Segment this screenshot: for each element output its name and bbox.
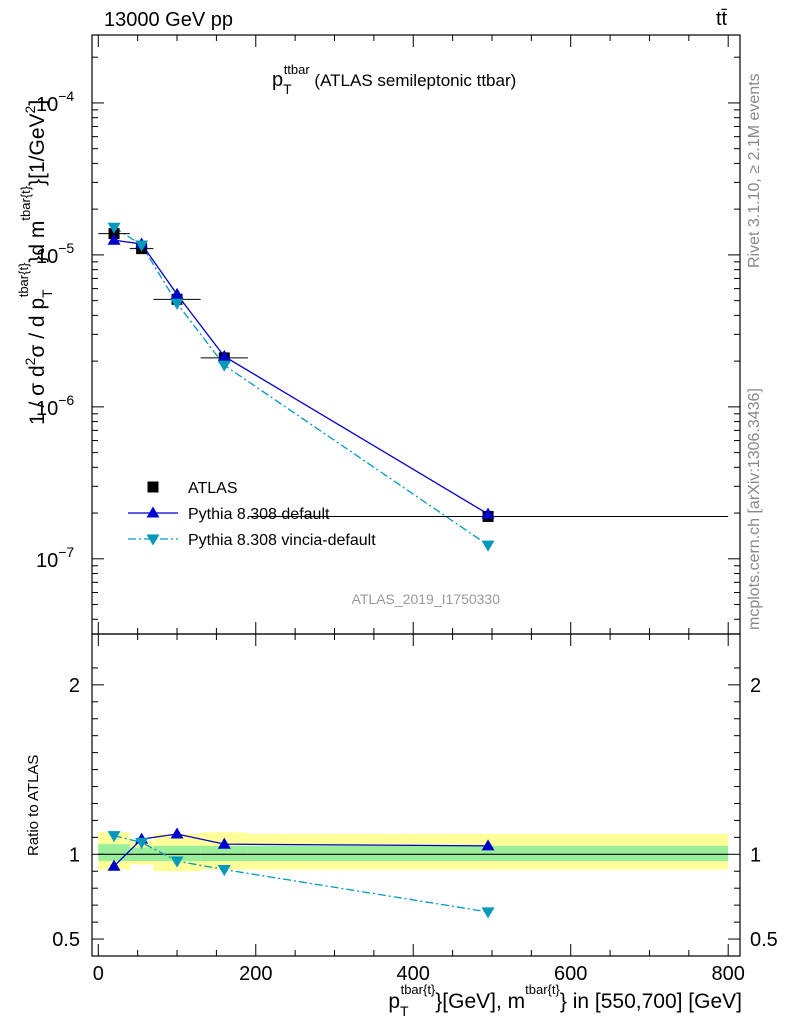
vincia-line (113, 226, 489, 546)
tick-exponent: −4 (58, 88, 74, 104)
ratio-x-axis: 0 200 400 600 800 (93, 634, 745, 985)
ratio-y-tick-label: 1 (69, 844, 80, 866)
tick-base: 10 (36, 550, 58, 572)
x-axis-label: pTtbar{t}}[GeV], mtbar{t}} in [550,700] … (388, 982, 742, 1019)
ratio-vincia-marker (481, 907, 495, 919)
tick-exponent: −7 (58, 544, 74, 560)
legend-marker (146, 506, 160, 518)
ratio-y-tick-label: 0.5 (52, 929, 80, 951)
ratio-y-tick-label-right: 0.5 (750, 929, 778, 951)
main-y-tick-label: 10−5 (36, 240, 74, 268)
ratio-vincia-marker (135, 837, 149, 849)
plot-title: pTttbar (ATLAS semileptonic ttbar) (272, 62, 516, 97)
tick-exponent: −5 (58, 240, 74, 256)
main-y-axis-label: 1 / σ d2σ / d pTtbar{t}}d mtbar{t}}[1/Ge… (16, 100, 55, 425)
pythia-default-marker (481, 507, 495, 519)
legend-label: ATLAS (188, 480, 238, 497)
header-right-label: tt̄ (716, 8, 728, 30)
plot-title-main: p (272, 69, 283, 91)
ratio-band-inner (153, 845, 201, 862)
vincia-marker (170, 298, 184, 310)
analysis-watermark: ATLAS_2019_I1750330 (352, 591, 501, 607)
x-tick-label: 200 (239, 963, 272, 985)
main-y-label-text: 1 / σ d2σ / d pTtbar{t}}d mtbar{t}}[1/Ge… (16, 100, 55, 425)
vincia-marker (217, 360, 231, 372)
vincia-marker (107, 222, 121, 234)
pythia-default-marker (217, 349, 231, 361)
ratio-y-tick-label-right: 2 (750, 675, 761, 697)
ratio-uncertainty-bands (98, 832, 729, 872)
legend-marker (147, 481, 159, 493)
plot-title-sub: T (283, 81, 292, 97)
tick-base: 10 (36, 94, 58, 116)
x-tick-label: 800 (712, 963, 745, 985)
main-y-tick-label: 10−4 (36, 88, 74, 116)
ratio-pythia-default-marker (217, 837, 231, 849)
pythia-default-line (113, 239, 489, 515)
ratio-y-tick-label: 2 (69, 675, 80, 697)
tick-base: 10 (36, 398, 58, 420)
ratio-band-inner (98, 844, 130, 862)
ratio-pythia-default-marker (170, 827, 184, 839)
ratio-y-axis-label: Ratio to ATLAS (25, 755, 42, 856)
ratio-y-axis: 0.5 0.5 1 1 2 2 (52, 667, 778, 951)
main-y-axis: 10−710−610−510−4 (36, 56, 740, 620)
ratio-plot-series (107, 827, 495, 919)
ratio-band-inner (247, 845, 729, 862)
x-tick-label: 600 (554, 963, 587, 985)
ratio-pythia-default-marker (107, 859, 121, 871)
tick-exponent: −6 (58, 392, 74, 408)
pythia-default-marker (107, 233, 121, 245)
plot-title-sup: ttbar (284, 62, 311, 77)
x-tick-label: 400 (397, 963, 430, 985)
ratio-vincia-marker (217, 865, 231, 877)
ratio-panel-frame (91, 633, 741, 957)
ratio-vincia-marker (170, 856, 184, 868)
vincia-marker (135, 240, 149, 252)
legend-label: Pythia 8.308 default (188, 506, 330, 523)
ratio-vincia-marker (107, 831, 121, 843)
main-y-tick-label: 10−7 (36, 544, 74, 572)
main-y-tick-label: 10−6 (36, 392, 74, 420)
ratio-pythia-default-marker (481, 839, 495, 851)
legend: ATLAS Pythia 8.308 default Pythia 8.308 vi… (128, 480, 376, 549)
header-left-label: 13000 GeV pp (104, 9, 233, 31)
x-tick-label: 0 (93, 963, 104, 985)
plot-title-rest: (ATLAS semileptonic ttbar) (310, 71, 517, 90)
main-x-ticks (97, 35, 729, 634)
ratio-y-tick-label-right: 1 (750, 844, 761, 866)
ratio-band-inner (200, 845, 248, 862)
legend-label: Pythia 8.308 vincia-default (188, 532, 376, 549)
pythia-default-marker (170, 287, 184, 299)
vincia-marker (481, 540, 495, 552)
tick-base: 10 (36, 246, 58, 268)
legend-marker (146, 534, 160, 546)
main-plot-series (98, 222, 729, 552)
